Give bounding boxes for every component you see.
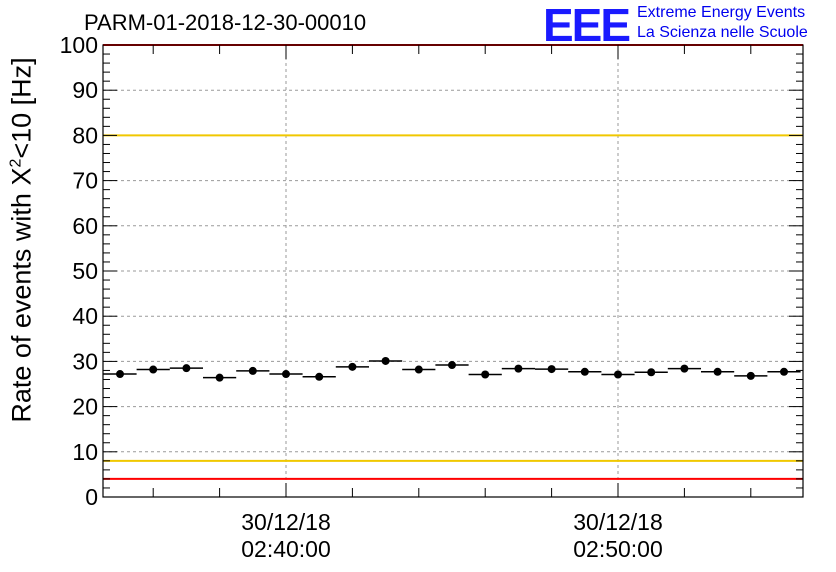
data-point bbox=[680, 364, 689, 373]
data-point bbox=[614, 370, 622, 379]
data-point bbox=[414, 365, 423, 374]
data-point bbox=[248, 366, 257, 375]
y-tick-label: 60 bbox=[72, 213, 98, 239]
data-point bbox=[348, 362, 357, 371]
data-point bbox=[182, 364, 191, 373]
data-point bbox=[713, 367, 722, 376]
data-point bbox=[514, 364, 523, 373]
y-tick-label: 50 bbox=[72, 258, 98, 284]
y-tick-label: 40 bbox=[72, 303, 98, 329]
y-axis-label-post: <10 [Hz] bbox=[6, 57, 37, 159]
data-point bbox=[381, 356, 390, 365]
y-axis-label: Rate of events with X2<10 [Hz] bbox=[7, 57, 38, 422]
y-axis-label-sup: 2 bbox=[7, 158, 25, 168]
y-tick-label: 70 bbox=[72, 168, 98, 194]
y-tick-label: 90 bbox=[72, 77, 98, 103]
x-tick-label-date: 30/12/18 bbox=[573, 509, 663, 535]
data-point bbox=[315, 372, 324, 381]
data-point bbox=[746, 371, 755, 380]
logo-line-2: La Scienza nelle Scuole bbox=[637, 24, 808, 41]
y-tick-label: 80 bbox=[72, 122, 98, 148]
y-tick-label: 10 bbox=[72, 439, 98, 465]
data-point bbox=[215, 373, 224, 382]
data-point bbox=[448, 361, 456, 370]
y-tick-label: 20 bbox=[72, 394, 98, 420]
data-point bbox=[282, 370, 290, 379]
x-tick-label-time: 02:50:00 bbox=[573, 536, 663, 562]
chart-title: PARM-01-2018-12-30-00010 bbox=[84, 10, 367, 35]
data-point bbox=[116, 370, 124, 379]
x-tick-label-date: 30/12/18 bbox=[241, 509, 331, 535]
data-point bbox=[149, 365, 158, 374]
data-point bbox=[647, 368, 656, 377]
data-point bbox=[547, 365, 556, 374]
eee-logo-text: Extreme Energy Events La Scienza nelle S… bbox=[637, 3, 808, 43]
logo-line-1: Extreme Energy Events bbox=[637, 4, 806, 21]
y-tick-label: 100 bbox=[60, 32, 98, 58]
eee-logo: EEE bbox=[543, 0, 631, 51]
y-tick-label: 30 bbox=[72, 348, 98, 374]
data-point bbox=[481, 370, 490, 379]
data-point bbox=[780, 367, 788, 376]
data-point bbox=[580, 367, 589, 376]
y-axis-label-pre: Rate of events with X bbox=[6, 167, 37, 423]
y-tick-label: 0 bbox=[85, 484, 98, 510]
x-tick-label-time: 02:40:00 bbox=[241, 536, 331, 562]
